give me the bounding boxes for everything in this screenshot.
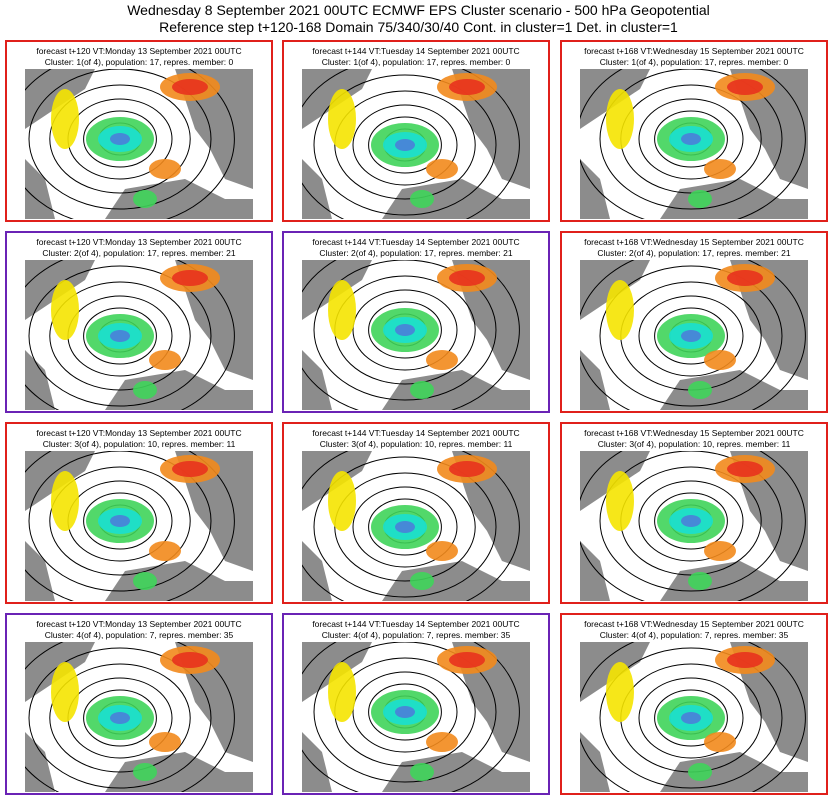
cluster-panel: forecast t+144 VT:Tuesday 14 September 2… [282, 40, 550, 222]
anomaly-shading [606, 73, 775, 208]
contour-lines [580, 69, 806, 219]
panel-cluster-caption: Cluster: 2(of 4), population: 17, repres… [319, 248, 513, 258]
cluster-panel: forecast t+120 VT:Monday 13 September 20… [5, 422, 273, 604]
panel-cluster-caption: Cluster: 1(of 4), population: 17, repres… [44, 57, 234, 67]
anomaly-shading [51, 455, 220, 590]
cluster-panel: forecast t+168 VT:Wednesday 15 September… [560, 422, 828, 604]
panel-forecast-caption: forecast t+144 VT:Tuesday 14 September 2… [312, 428, 520, 438]
geopotential-map [25, 451, 253, 601]
geopotential-map [580, 69, 808, 219]
anomaly-shading [606, 646, 775, 781]
map-area [302, 69, 530, 219]
panel-cluster-caption: Cluster: 3(of 4), population: 10, repres… [42, 439, 236, 449]
map-area [25, 451, 253, 601]
map-area [25, 260, 253, 410]
contour-lines [302, 451, 520, 601]
panel-forecast-caption: forecast t+144 VT:Tuesday 14 September 2… [312, 46, 520, 56]
cluster-panel: forecast t+144 VT:Tuesday 14 September 2… [282, 613, 550, 795]
geopotential-map [302, 260, 530, 410]
panel-forecast-caption: forecast t+120 VT:Monday 13 September 20… [36, 619, 242, 629]
panel-cluster-caption: Cluster: 1(of 4), population: 17, repres… [321, 57, 511, 67]
cluster-panel: forecast t+120 VT:Monday 13 September 20… [5, 231, 273, 413]
cluster-panel: forecast t+144 VT:Tuesday 14 September 2… [282, 231, 550, 413]
panel-cluster-caption: Cluster: 3(of 4), population: 10, repres… [319, 439, 513, 449]
panel-cluster-caption: Cluster: 1(of 4), population: 17, repres… [599, 57, 789, 67]
geopotential-map [302, 69, 530, 219]
map-area [302, 642, 530, 792]
anomaly-shading [328, 646, 497, 781]
page-header: Wednesday 8 September 2021 00UTC ECMWF E… [0, 0, 837, 38]
map-area [25, 69, 253, 219]
panel-forecast-caption: forecast t+120 VT:Monday 13 September 20… [36, 46, 242, 56]
anomaly-shading [606, 264, 775, 399]
map-area [580, 260, 808, 410]
geopotential-map [25, 69, 253, 219]
map-area [302, 260, 530, 410]
panel-forecast-caption: forecast t+120 VT:Monday 13 September 20… [36, 237, 242, 247]
cluster-panel: forecast t+120 VT:Monday 13 September 20… [5, 613, 273, 795]
page-subtitle: Reference step t+120-168 Domain 75/340/3… [159, 19, 678, 35]
panel-forecast-caption: forecast t+144 VT:Tuesday 14 September 2… [312, 619, 520, 629]
panel-forecast-caption: forecast t+168 VT:Wednesday 15 September… [584, 46, 804, 56]
cluster-panel: forecast t+120 VT:Monday 13 September 20… [5, 40, 273, 222]
panel-cluster-caption: Cluster: 3(of 4), population: 10, repres… [597, 439, 791, 449]
cluster-panel: forecast t+144 VT:Tuesday 14 September 2… [282, 422, 550, 604]
map-area [25, 642, 253, 792]
panel-forecast-caption: forecast t+144 VT:Tuesday 14 September 2… [312, 237, 520, 247]
geopotential-map [580, 642, 808, 792]
geopotential-map [25, 642, 253, 792]
panel-cluster-caption: Cluster: 4(of 4), population: 7, repres.… [321, 630, 511, 640]
page-title: Wednesday 8 September 2021 00UTC ECMWF E… [127, 2, 710, 18]
panel-forecast-caption: forecast t+168 VT:Wednesday 15 September… [584, 619, 804, 629]
map-area [580, 69, 808, 219]
cluster-panel: forecast t+168 VT:Wednesday 15 September… [560, 231, 828, 413]
geopotential-map [302, 642, 530, 792]
geopotential-map [25, 260, 253, 410]
anomaly-shading [51, 264, 220, 399]
geopotential-map [580, 260, 808, 410]
anomaly-shading [51, 646, 220, 781]
map-area [302, 451, 530, 601]
cluster-panel: forecast t+168 VT:Wednesday 15 September… [560, 613, 828, 795]
panel-forecast-caption: forecast t+120 VT:Monday 13 September 20… [36, 428, 242, 438]
cluster-panel: forecast t+168 VT:Wednesday 15 September… [560, 40, 828, 222]
anomaly-shading [328, 73, 497, 208]
anomaly-shading [328, 264, 497, 399]
panel-cluster-caption: Cluster: 2(of 4), population: 17, repres… [597, 248, 791, 258]
panel-cluster-caption: Cluster: 2(of 4), population: 17, repres… [42, 248, 236, 258]
panel-forecast-caption: forecast t+168 VT:Wednesday 15 September… [584, 428, 804, 438]
map-area [580, 642, 808, 792]
panel-cluster-caption: Cluster: 4(of 4), population: 7, repres.… [44, 630, 234, 640]
anomaly-shading [51, 73, 220, 208]
anomaly-shading [606, 455, 775, 590]
panel-forecast-caption: forecast t+168 VT:Wednesday 15 September… [584, 237, 804, 247]
panel-cluster-caption: Cluster: 4(of 4), population: 7, repres.… [599, 630, 789, 640]
geopotential-map [302, 451, 530, 601]
geopotential-map [580, 451, 808, 601]
map-area [580, 451, 808, 601]
anomaly-shading [328, 455, 497, 590]
